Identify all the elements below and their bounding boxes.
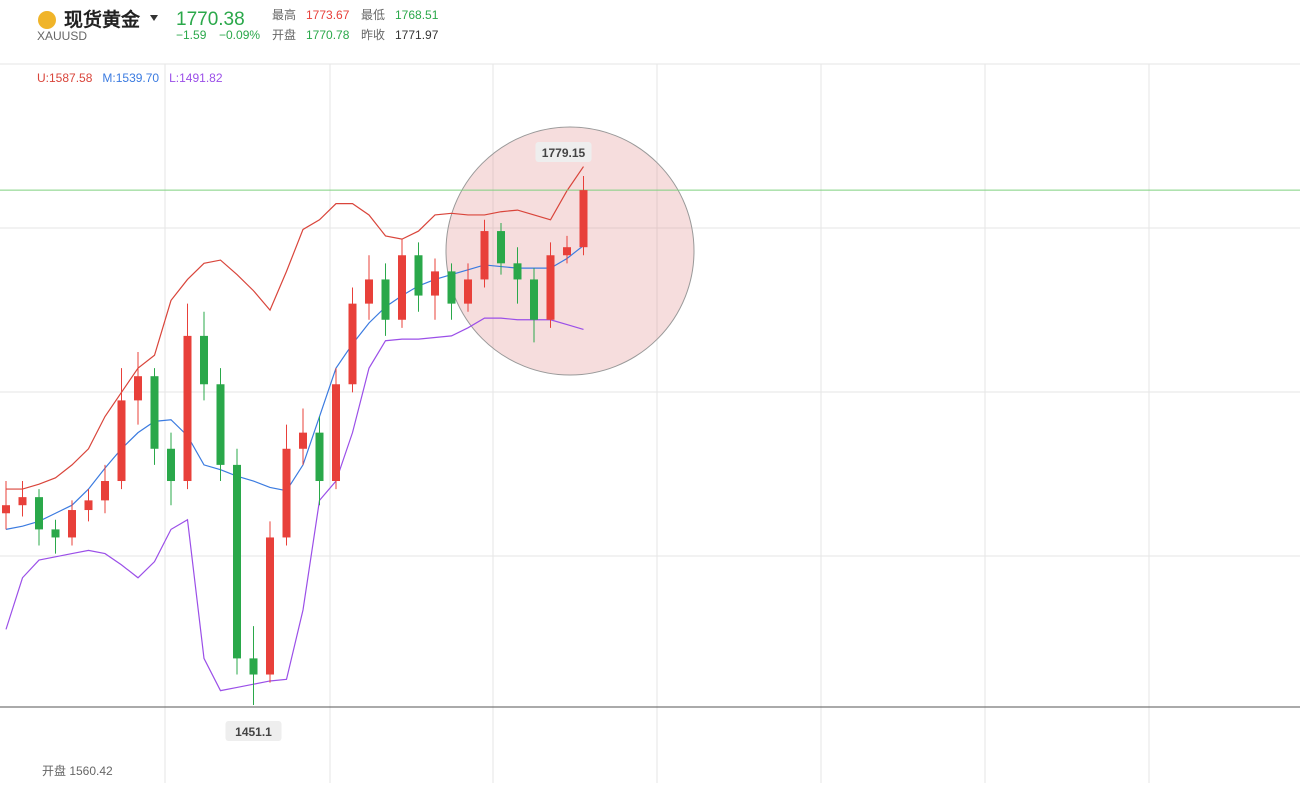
- candle-body: [414, 255, 423, 296]
- candle-body: [35, 497, 43, 530]
- candle-body: [563, 247, 571, 256]
- candle-body: [68, 510, 76, 538]
- candle-body: [332, 384, 340, 482]
- candle-body: [84, 500, 93, 511]
- candle-body: [497, 231, 505, 264]
- footer: 开盘 1560.42: [42, 763, 113, 778]
- change: −1.59: [176, 28, 207, 42]
- candle-body: [348, 303, 357, 385]
- candle-body: [200, 335, 208, 385]
- candle-body: [134, 376, 142, 401]
- candle-body: [216, 384, 225, 465]
- legend-entry: U:1587.58: [37, 71, 93, 85]
- price: 1770.38: [176, 9, 245, 30]
- price-tag-bg: [535, 142, 592, 162]
- band-line: [6, 166, 584, 490]
- candle-body: [315, 432, 324, 482]
- candle-body: [431, 271, 439, 296]
- dropdown[interactable]: [150, 15, 158, 21]
- symbol: XAUUSD: [37, 29, 87, 43]
- candle-body: [299, 432, 307, 449]
- candle-body: [398, 255, 406, 320]
- price-tag: 1779.15: [542, 146, 586, 160]
- candle-body: [51, 529, 60, 538]
- candle-body: [150, 376, 159, 449]
- grid: [0, 63, 1300, 783]
- candle-body: [480, 231, 489, 280]
- candle-body: [2, 505, 10, 514]
- stat-label: 昨收: [361, 28, 385, 42]
- gold-icon: [38, 11, 56, 29]
- candle-body: [233, 464, 241, 659]
- stat-value: 1773.67: [306, 8, 350, 22]
- candle-body: [18, 497, 27, 506]
- candle-body: [282, 448, 291, 538]
- candle-body: [447, 271, 456, 304]
- candle-body: [513, 263, 522, 280]
- stat-label: 开盘: [272, 27, 296, 42]
- candle-body: [365, 279, 373, 304]
- band-line: [5, 317, 584, 692]
- candle-body: [266, 537, 274, 675]
- price-tag: 1451.1: [235, 725, 272, 739]
- legend-entry: L:1491.82: [169, 71, 223, 85]
- candle-body: [249, 658, 258, 675]
- candle-body: [579, 190, 588, 248]
- change-pct: −0.09%: [219, 28, 260, 42]
- candle-body: [464, 279, 472, 304]
- stat-value: 1770.78: [306, 28, 350, 42]
- candle-body: [183, 335, 192, 482]
- title: 现货黄金: [64, 8, 141, 31]
- candle-body: [546, 255, 555, 320]
- candle-body: [117, 400, 126, 482]
- stat-label: 最低: [361, 8, 385, 22]
- candle-body: [530, 279, 538, 320]
- stat-value: 1768.51: [395, 8, 439, 22]
- stat-label: 最高: [272, 7, 296, 22]
- stat-value: 1771.97: [395, 28, 439, 42]
- legend-entry: M:1539.70: [102, 71, 159, 85]
- candle-body: [101, 481, 109, 501]
- candle-body: [167, 448, 175, 482]
- candle-body: [381, 279, 390, 320]
- price-tag-bg: [225, 721, 282, 741]
